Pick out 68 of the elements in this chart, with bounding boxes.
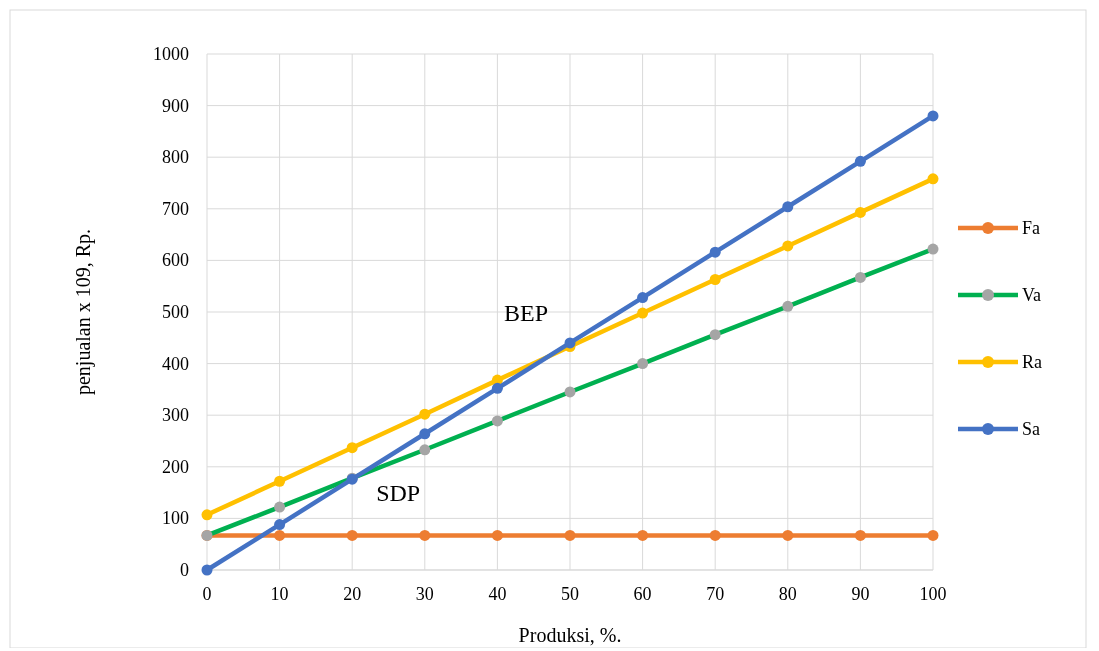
x-tick-label: 10 [270, 584, 289, 604]
point [346, 529, 358, 541]
point [709, 273, 721, 285]
point [709, 246, 721, 258]
point [782, 529, 794, 541]
y-tick-label: 100 [162, 508, 189, 529]
y-tick-label: 200 [162, 456, 189, 477]
point [927, 529, 939, 541]
point [637, 292, 649, 304]
point [927, 243, 939, 255]
point [564, 386, 576, 398]
annotation: BEP [503, 299, 549, 326]
point [564, 337, 576, 349]
legend-label: Sa [1022, 419, 1041, 439]
point [274, 475, 286, 487]
point [419, 444, 431, 456]
point [346, 442, 358, 454]
point [637, 307, 649, 319]
y-tick-label: 600 [162, 250, 189, 271]
y-tick-label: 900 [162, 95, 189, 116]
x-tick-label: 40 [488, 584, 507, 604]
x-tick-label: 80 [778, 584, 797, 604]
x-tick-label: 0 [202, 584, 212, 604]
legend-label: Va [1022, 285, 1041, 305]
point [709, 529, 721, 541]
point [274, 529, 286, 541]
y-tick-label: 400 [162, 353, 189, 374]
point [201, 509, 213, 521]
y-tick-label: 0 [180, 560, 189, 580]
point [637, 358, 649, 370]
point [782, 201, 794, 213]
x-tick-label: 100 [919, 584, 947, 604]
point [854, 155, 866, 167]
point [491, 529, 503, 541]
point [709, 329, 721, 341]
point [491, 415, 503, 427]
annotation: SDP [376, 480, 421, 507]
point [274, 501, 286, 513]
point [564, 529, 576, 541]
y-tick-label: 800 [162, 147, 189, 168]
y-tick-label: 300 [162, 405, 189, 426]
point [274, 519, 286, 531]
y-tick-label: 500 [162, 302, 189, 322]
x-tick-label: 70 [706, 584, 725, 604]
y-tick-label: 1000 [153, 44, 189, 64]
x-tick-label: 30 [415, 584, 434, 604]
y-axis-title: penjualan x 109, Rp. [72, 228, 95, 396]
point [854, 529, 866, 541]
point [201, 564, 213, 576]
point [491, 382, 503, 394]
point [782, 240, 794, 252]
point [419, 529, 431, 541]
point [927, 173, 939, 185]
y-tick-label: 700 [162, 198, 189, 219]
point [927, 110, 939, 122]
point [854, 271, 866, 283]
legend-label: Fa [1022, 218, 1041, 238]
point [419, 428, 431, 440]
point [637, 529, 649, 541]
x-axis-title: Produksi, %. [518, 624, 622, 646]
point [854, 206, 866, 218]
point [782, 300, 794, 312]
x-tick-label: 50 [561, 584, 579, 604]
x-tick-label: 90 [851, 584, 870, 604]
point [419, 408, 431, 420]
legend-label: Ra [1022, 352, 1043, 372]
x-tick-label: 20 [343, 584, 362, 604]
x-tick-label: 60 [633, 584, 652, 604]
